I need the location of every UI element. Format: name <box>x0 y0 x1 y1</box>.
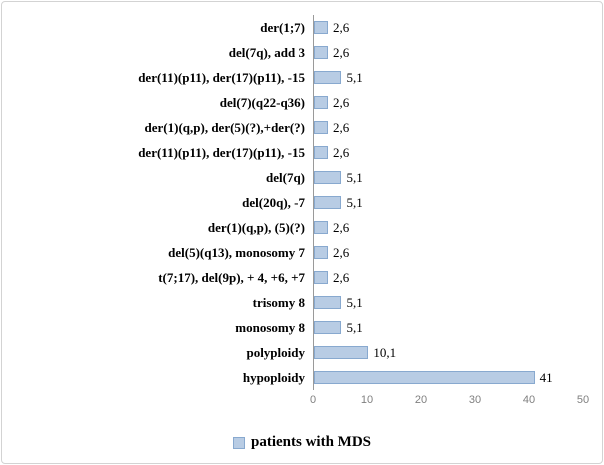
bar <box>314 146 328 159</box>
bar-track: 5,1 <box>313 190 583 215</box>
legend-label: patients with MDS <box>250 434 371 450</box>
category-label: hypoploidy <box>242 369 305 385</box>
category-label: trisomy 8 <box>252 294 305 310</box>
chart-row: del(20q), -7 5,1 <box>12 190 583 215</box>
category-label: t(7;17), del(9p), + 4, +6, +7 <box>158 269 305 285</box>
chart-row: del(7q) 5,1 <box>12 165 583 190</box>
bar-track: 2,6 <box>313 140 583 165</box>
bar <box>314 346 369 359</box>
chart-row: del(5)(q13), monosomy 7 2,6 <box>12 240 583 265</box>
value-label: 41 <box>539 369 553 385</box>
chart-row: t(7;17), del(9p), + 4, +6, +7 2,6 <box>12 265 583 290</box>
category-label: polyploidy <box>246 344 305 360</box>
bar <box>314 221 328 234</box>
value-label: 2,6 <box>332 269 350 285</box>
bar-track: 5,1 <box>313 315 583 340</box>
category-label: del(5)(q13), monosomy 7 <box>168 244 305 260</box>
chart-row: der(1)(q,p), (5)(?) 2,6 <box>12 215 583 240</box>
bar-rows: der(1;7) 2,6 del(7q), add 3 2,6 der(11)(p11)… <box>12 15 583 390</box>
x-tick-label: 50 <box>576 394 590 406</box>
x-tick-label: 30 <box>468 394 482 406</box>
bar <box>314 21 328 34</box>
value-label: 5,1 <box>346 294 363 310</box>
category-label: del(20q), -7 <box>242 194 305 210</box>
chart-row: der(11)(p11), der(17)(p11), -15 5,1 <box>12 65 583 90</box>
bar-track: 2,6 <box>313 215 583 240</box>
legend-swatch-icon <box>232 436 245 449</box>
bar-track: 2,6 <box>313 265 583 290</box>
chart-row: hypoploidy 41 <box>12 365 583 390</box>
bar <box>314 196 342 209</box>
category-label: der(11)(p11), der(17)(p11), -15 <box>138 69 305 85</box>
bar-track: 2,6 <box>313 240 583 265</box>
bar <box>314 121 328 134</box>
value-label: 5,1 <box>346 319 363 335</box>
category-label: der(1;7) <box>260 19 305 35</box>
category-label: monosomy 8 <box>235 319 305 335</box>
chart-row: der(1;7) 2,6 <box>12 15 583 40</box>
value-label: 2,6 <box>332 119 350 135</box>
bar-track: 5,1 <box>313 65 583 90</box>
bar <box>314 46 328 59</box>
chart-row: monosomy 8 5,1 <box>12 315 583 340</box>
x-tick-label: 40 <box>522 394 536 406</box>
bar-track: 2,6 <box>313 40 583 65</box>
bar <box>314 246 328 259</box>
bar-track: 5,1 <box>313 165 583 190</box>
bar-track: 2,6 <box>313 90 583 115</box>
chart-row: der(1)(q,p), der(5)(?),+der(?) 2,6 <box>12 115 583 140</box>
bar <box>314 71 342 84</box>
value-label: 2,6 <box>332 19 350 35</box>
bar <box>314 96 328 109</box>
bar <box>314 371 535 384</box>
value-label: 2,6 <box>332 144 350 160</box>
bar <box>314 171 342 184</box>
value-label: 2,6 <box>332 219 350 235</box>
x-tick-label: 20 <box>414 394 428 406</box>
bar-track: 2,6 <box>313 115 583 140</box>
plot-area: der(1;7) 2,6 del(7q), add 3 2,6 der(11)(p11)… <box>12 15 589 406</box>
value-label: 2,6 <box>332 244 350 260</box>
chart-row: der(11)(p11), der(17)(p11), -15 2,6 <box>12 140 583 165</box>
value-label: 10,1 <box>373 344 397 360</box>
x-axis: 0 10 20 30 40 50 <box>309 390 589 406</box>
value-label: 5,1 <box>346 169 363 185</box>
chart-row: del(7)(q22-q36) 2,6 <box>12 90 583 115</box>
bar <box>314 321 342 334</box>
chart-row: polyploidy 10,1 <box>12 340 583 365</box>
chart-row: trisomy 8 5,1 <box>12 290 583 315</box>
value-label: 2,6 <box>332 44 350 60</box>
category-label: del(7)(q22-q36) <box>219 94 305 110</box>
category-label: del(7q), add 3 <box>228 44 305 60</box>
bar-track: 41 <box>313 365 583 390</box>
x-tick-label: 10 <box>360 394 374 406</box>
bar-track: 5,1 <box>313 290 583 315</box>
category-label: der(11)(p11), der(17)(p11), -15 <box>138 144 305 160</box>
value-label: 2,6 <box>332 94 350 110</box>
category-label: der(1)(q,p), der(5)(?),+der(?) <box>144 119 305 135</box>
category-label: del(7q) <box>266 169 305 185</box>
bar <box>314 296 342 309</box>
value-label: 5,1 <box>346 69 363 85</box>
bar-track: 10,1 <box>313 340 583 365</box>
bar-track: 2,6 <box>313 15 583 40</box>
x-tick-label: 0 <box>309 394 317 406</box>
value-label: 5,1 <box>346 194 363 210</box>
bar <box>314 271 328 284</box>
category-label: der(1)(q,p), (5)(?) <box>207 219 305 235</box>
chart-row: del(7q), add 3 2,6 <box>12 40 583 65</box>
legend: patients with MDS <box>2 434 602 451</box>
